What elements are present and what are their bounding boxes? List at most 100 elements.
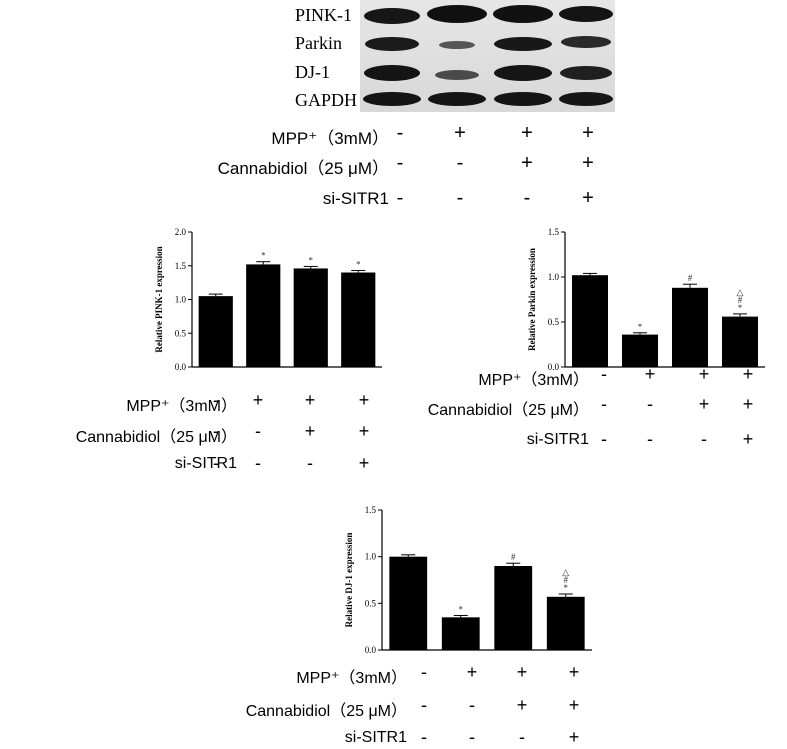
y-tick-label: 1.0 xyxy=(175,295,187,305)
bar xyxy=(246,264,281,367)
blot-cond-value: + xyxy=(582,187,594,209)
y-tick-label: 0.5 xyxy=(548,317,560,327)
significance-label: △ xyxy=(737,287,744,297)
condition-value: - xyxy=(421,695,427,715)
condition-value: - xyxy=(469,727,475,747)
blot-cond-value: + xyxy=(521,152,533,174)
y-tick-label: 1.5 xyxy=(548,227,560,237)
blot-label-gapdh: GAPDH xyxy=(295,90,358,110)
y-tick-label: 1.0 xyxy=(365,552,377,562)
significance-label: * xyxy=(459,604,464,614)
blot-cond-value: - xyxy=(456,152,464,174)
significance-label: * xyxy=(564,583,569,593)
blot-cond-value: + xyxy=(582,152,594,174)
y-tick-label: 0.0 xyxy=(365,645,377,655)
blot-cond-label-cbd: Cannabidiol（25 μM） xyxy=(217,159,389,178)
blot-bands xyxy=(360,0,615,112)
bar xyxy=(441,617,480,650)
blot-row-gapdh xyxy=(363,92,613,106)
significance-label: * xyxy=(356,259,361,269)
condition-value: - xyxy=(421,727,427,747)
y-axis-label: Relative PINK-1 expression xyxy=(154,246,164,352)
condition-value: - xyxy=(647,429,653,449)
condition-label: Cannabidiol（25 μM） xyxy=(245,703,407,720)
condition-value: + xyxy=(568,727,580,747)
blot-cond-label-mpp: MPP⁺（3mM） xyxy=(271,129,389,148)
bar xyxy=(341,272,376,367)
condition-label: si-SITR1 xyxy=(526,431,589,448)
condition-label: si-SITR1 xyxy=(174,455,237,472)
condition-label: si-SITR1 xyxy=(344,729,407,746)
blot-label-pink1: PINK-1 xyxy=(295,5,352,25)
blot-cond-value: + xyxy=(454,122,466,144)
condition-value: + xyxy=(358,421,370,441)
blot-row-parkin xyxy=(365,36,611,51)
condition-value: + xyxy=(516,662,528,682)
significance-label: # xyxy=(738,295,743,305)
blot-cond-value: - xyxy=(396,187,404,209)
condition-value: - xyxy=(469,695,475,715)
bar xyxy=(672,287,708,367)
significance-label: # xyxy=(511,552,516,562)
condition-value: - xyxy=(213,390,219,410)
bar xyxy=(389,556,428,650)
blot-label-parkin: Parkin xyxy=(295,33,342,53)
y-tick-label: 1.5 xyxy=(175,261,187,271)
significance-label: # xyxy=(564,575,569,585)
blot-cond-value: - xyxy=(456,187,464,209)
condition-label: MPP⁺（3mM） xyxy=(478,372,589,389)
significance-label: * xyxy=(309,255,314,265)
bar xyxy=(722,316,758,367)
y-axis-label: Relative Parkin expression xyxy=(527,248,537,351)
condition-value: + xyxy=(516,695,528,715)
condition-value: - xyxy=(601,429,607,449)
condition-value: + xyxy=(358,390,370,410)
condition-value: + xyxy=(358,453,370,473)
blot-cond-label-sirt: si-SITR1 xyxy=(322,189,389,208)
condition-value: - xyxy=(213,421,219,441)
bar xyxy=(293,268,328,367)
condition-value: - xyxy=(519,727,525,747)
bar xyxy=(546,596,585,650)
condition-value: + xyxy=(568,695,580,715)
y-axis-label: Relative DJ-1 expression xyxy=(344,533,354,628)
condition-value: - xyxy=(255,453,261,473)
blot-row-dj1 xyxy=(364,65,612,81)
condition-label: MPP⁺（3mM） xyxy=(296,670,407,687)
condition-value: - xyxy=(701,429,707,449)
blot-row-pink1 xyxy=(364,5,613,24)
y-tick-label: 0.5 xyxy=(365,598,377,608)
bar xyxy=(198,296,233,367)
condition-value: - xyxy=(255,421,261,441)
condition-value: + xyxy=(252,390,264,410)
y-tick-label: 0.0 xyxy=(175,362,187,372)
condition-value: + xyxy=(644,364,656,384)
condition-value: + xyxy=(742,364,754,384)
blot-cond-value: + xyxy=(521,122,533,144)
chart-pink1: 0.0 0.5 1.0 1.5 2.0 Relative PINK-1 expressio… xyxy=(154,227,382,372)
condition-value: - xyxy=(421,662,427,682)
condition-value: + xyxy=(568,662,580,682)
condition-label: MPP⁺（3mM） xyxy=(126,398,237,415)
significance-label: # xyxy=(688,273,693,283)
significance-label: * xyxy=(738,303,743,313)
y-tick-label: 1.0 xyxy=(548,272,560,282)
blot-cond-value: - xyxy=(396,152,404,174)
significance-label: * xyxy=(261,251,266,261)
blot-cond-value: + xyxy=(582,122,594,144)
blot-cond-value: - xyxy=(523,187,531,209)
condition-value: - xyxy=(601,364,607,384)
condition-value: - xyxy=(647,394,653,414)
condition-label: Cannabidiol（25 μM） xyxy=(75,429,237,446)
condition-value: - xyxy=(307,453,313,473)
blot-label-dj1: DJ-1 xyxy=(295,62,330,82)
y-tick-label: 2.0 xyxy=(175,227,187,237)
condition-value: + xyxy=(698,364,710,384)
condition-value: + xyxy=(304,390,316,410)
bar xyxy=(622,334,658,367)
condition-value: - xyxy=(601,394,607,414)
y-tick-label: 1.5 xyxy=(365,505,377,515)
condition-value: + xyxy=(466,662,478,682)
